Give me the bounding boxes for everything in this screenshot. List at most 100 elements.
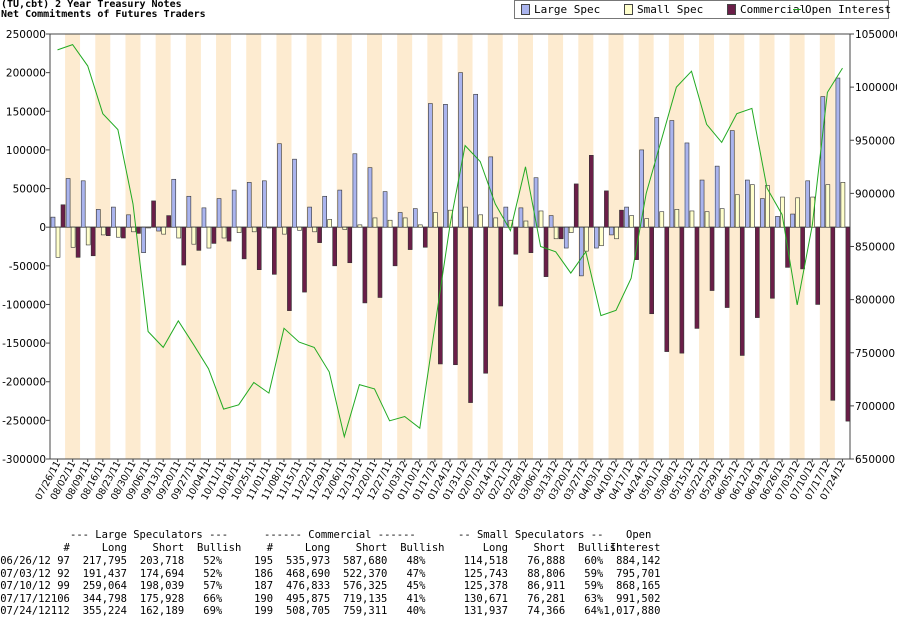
commercial-bar [75, 226, 81, 258]
small-spec-bar [659, 211, 665, 228]
background-stripe [125, 34, 141, 459]
table-cell: 97 [57, 555, 70, 567]
background-stripe [638, 34, 654, 459]
small-spec-bar [221, 226, 227, 239]
small-spec-bar [629, 215, 634, 228]
large-spec-bar [639, 149, 644, 228]
table-cell: 190 [254, 592, 274, 605]
background-stripe [412, 34, 428, 459]
large-spec-bar [745, 179, 750, 228]
table-cell: 112 [50, 605, 70, 618]
background-stripe [95, 34, 111, 459]
background-stripe [80, 34, 96, 459]
background-stripe [110, 34, 126, 459]
table-cell: 125,743 [463, 567, 508, 580]
background-stripe [744, 34, 760, 459]
small-spec-bar [267, 226, 272, 229]
background-stripe [366, 34, 383, 459]
commercial-bar [709, 226, 715, 291]
large-spec-bar [126, 214, 131, 228]
table-row: 06/26/12 97 217,795 203,718 52% 195 535,973 587… [0, 555, 897, 568]
table-column-header: Long [101, 542, 127, 554]
legend-swatch-large-spec [521, 4, 530, 15]
commercial-bar [377, 226, 383, 298]
commercial-bar [226, 226, 232, 242]
commercial-bar [196, 226, 202, 251]
commercial-bar [800, 226, 805, 270]
commercial-bar [573, 183, 579, 228]
large-spec-bar [367, 167, 373, 228]
large-spec-bar [548, 215, 554, 228]
background-stripe [759, 34, 775, 459]
commercial-bar [694, 226, 700, 329]
table-cell: 125,378 [463, 580, 508, 593]
large-spec-bar [518, 207, 524, 228]
table-cell: 495,875 [285, 592, 331, 605]
large-spec-bar [563, 226, 569, 249]
table-column-header: # [266, 542, 274, 554]
table-cell: 991,502 [616, 592, 661, 605]
table-cell: 40% [406, 605, 426, 618]
background-stripe [261, 34, 277, 459]
large-spec-bar [533, 177, 539, 228]
table-column-header: Bullish [197, 542, 242, 554]
y-axis-tick-label: -150000 [2, 338, 46, 350]
table-cell: 203,718 [139, 555, 185, 567]
table-cell: 60% [584, 555, 604, 567]
commercial-bar [739, 226, 745, 356]
table-cell: 57% [203, 580, 223, 593]
table-cell: 508,705 [285, 605, 331, 618]
table-column-header: Bullish [400, 542, 445, 554]
small-spec-bar [251, 226, 257, 233]
small-spec-bar [282, 226, 287, 235]
small-spec-bar [704, 211, 710, 228]
small-spec-bar [433, 212, 438, 228]
table-column-header: Short [533, 542, 566, 554]
small-spec-bar [538, 210, 544, 228]
commercial-bar [241, 226, 247, 260]
table-cell: 130,671 [463, 592, 508, 605]
legend-label-large-spec: Large Spec [534, 3, 601, 16]
commercial-bar [362, 226, 368, 304]
large-spec-bar [80, 180, 86, 228]
table-cell: 187 [254, 580, 274, 593]
legend-label-commercial: Commercial [740, 3, 807, 16]
table-cell: 191,437 [82, 567, 127, 580]
table-cell: 106 [50, 592, 70, 605]
table-cell: 355,224 [82, 605, 127, 618]
commercial-bar [619, 209, 624, 228]
small-spec-bar [719, 208, 725, 228]
commercial-bar [90, 226, 96, 257]
table-row: 07/10/12 99 259,064 198,039 57% 187 476,833 576… [0, 580, 897, 593]
open-interest-line [57, 44, 843, 439]
background-stripe [563, 34, 579, 459]
table-cell: 795,701 [616, 567, 661, 580]
large-spec-bar [231, 189, 237, 228]
commercial-bar [528, 226, 534, 253]
y2-axis-tick-label: 800000 [855, 295, 895, 307]
commercial-bar [407, 226, 413, 250]
commercial-bar [317, 226, 322, 243]
large-spec-bar [262, 180, 267, 228]
table-cell: 45% [406, 580, 426, 593]
table-cell: 344,798 [82, 592, 127, 605]
large-spec-bar [382, 191, 388, 228]
large-spec-bar [292, 158, 297, 228]
commercial-bar [755, 226, 760, 318]
large-spec-bar [579, 226, 584, 277]
table-column-header: Interest [609, 542, 661, 554]
large-spec-bar [820, 96, 826, 228]
small-spec-bar [342, 226, 348, 230]
commercial-bar [392, 226, 398, 267]
y-axis-tick-label: 0 [39, 222, 46, 234]
large-spec-bar [669, 120, 675, 228]
small-spec-bar [191, 226, 197, 245]
background-stripe [683, 34, 700, 459]
table-cell: 186 [254, 567, 274, 580]
large-spec-bar [352, 153, 358, 228]
background-stripe [699, 34, 715, 459]
table-cell: 99 [57, 580, 70, 593]
table-cell: 64% [584, 605, 604, 618]
small-spec-bar [584, 226, 589, 252]
small-spec-bar [493, 217, 499, 228]
